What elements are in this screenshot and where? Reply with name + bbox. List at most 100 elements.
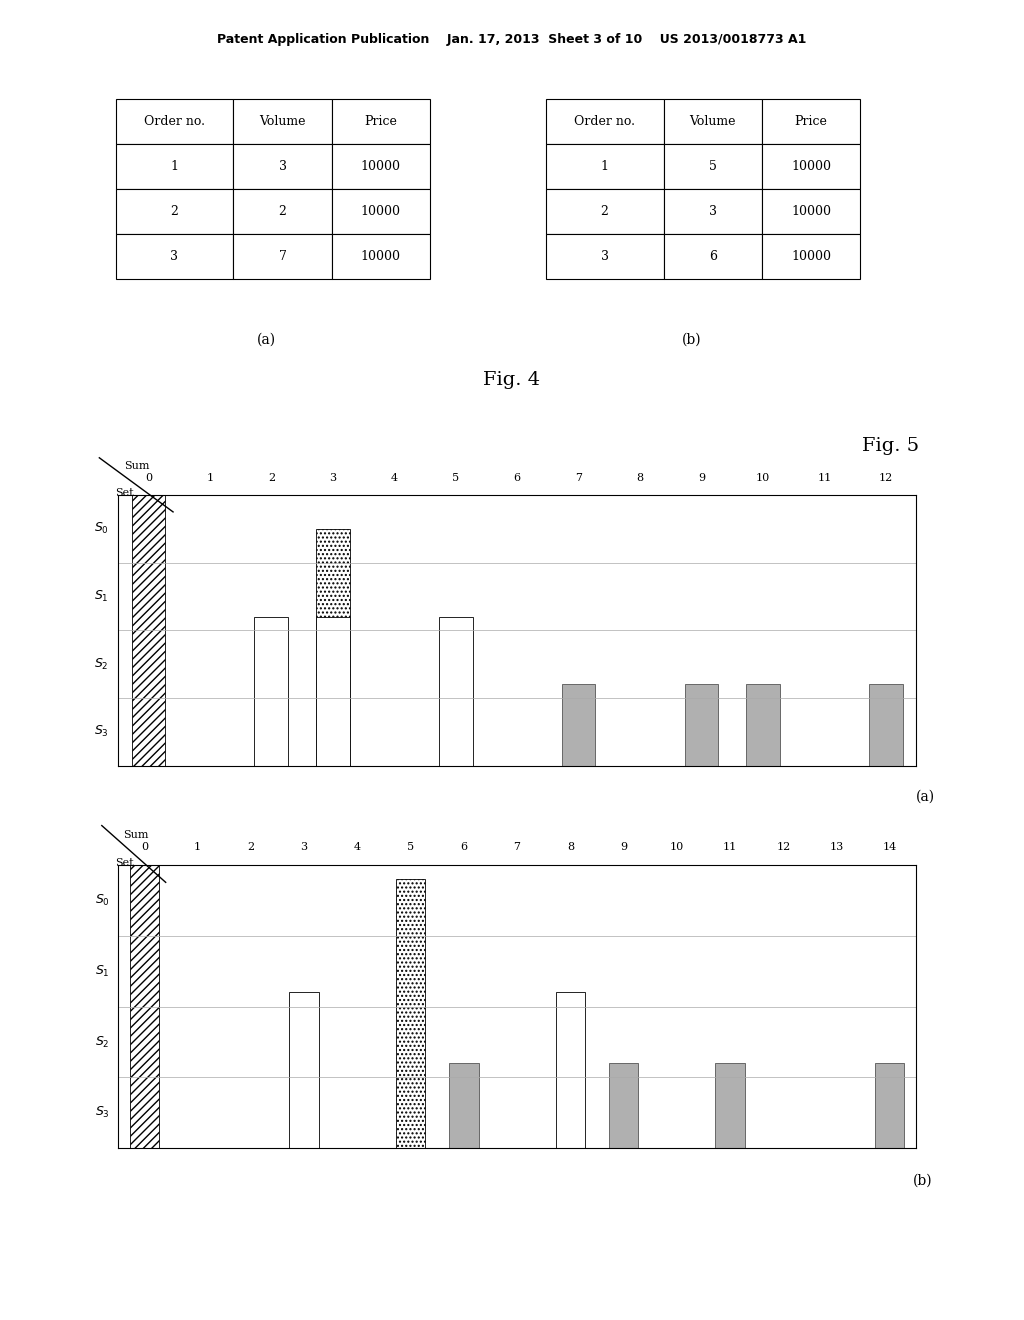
Text: 9: 9 <box>621 842 627 851</box>
Bar <box>396 879 425 1148</box>
Text: 5: 5 <box>408 842 414 851</box>
Text: 5: 5 <box>709 160 717 173</box>
Text: (a): (a) <box>257 333 275 346</box>
Text: $S_0$: $S_0$ <box>95 892 110 908</box>
Text: $S_0$: $S_0$ <box>93 521 109 536</box>
Text: 6: 6 <box>709 251 717 263</box>
Bar <box>332 99 430 144</box>
Text: 9: 9 <box>698 473 705 483</box>
Bar <box>716 1064 744 1148</box>
Bar <box>762 99 860 144</box>
Text: Set: Set <box>115 858 134 867</box>
Text: 10000: 10000 <box>791 251 831 263</box>
Bar <box>116 144 233 189</box>
Text: 14: 14 <box>883 842 897 851</box>
Text: 10000: 10000 <box>360 206 401 218</box>
Text: (b): (b) <box>681 333 701 346</box>
Text: 8: 8 <box>567 842 573 851</box>
Text: 3: 3 <box>279 160 287 173</box>
Text: 12: 12 <box>879 473 893 483</box>
Text: (b): (b) <box>912 1173 933 1187</box>
Text: 10000: 10000 <box>791 206 831 218</box>
Text: 10000: 10000 <box>360 251 401 263</box>
Text: 0: 0 <box>141 842 147 851</box>
Text: 1: 1 <box>195 842 201 851</box>
Text: Order no.: Order no. <box>574 115 635 128</box>
Bar <box>664 144 762 189</box>
Text: Fig. 5: Fig. 5 <box>862 437 920 455</box>
Bar <box>116 189 233 234</box>
Bar <box>664 99 762 144</box>
Text: 7: 7 <box>575 473 582 483</box>
Bar <box>315 616 350 766</box>
Text: $S_1$: $S_1$ <box>95 964 110 978</box>
Text: Sum: Sum <box>123 830 148 840</box>
Text: 6: 6 <box>461 842 467 851</box>
Text: 1: 1 <box>170 160 178 173</box>
Bar <box>332 144 430 189</box>
Text: Volume: Volume <box>259 115 306 128</box>
Bar <box>116 234 233 280</box>
Text: 5: 5 <box>453 473 459 483</box>
Bar <box>315 529 350 766</box>
Text: $S_2$: $S_2$ <box>94 656 109 672</box>
Text: 3: 3 <box>330 473 336 483</box>
Bar <box>233 99 332 144</box>
Text: 3: 3 <box>170 251 178 263</box>
Bar <box>546 189 664 234</box>
Text: 10000: 10000 <box>360 160 401 173</box>
Bar <box>868 685 903 766</box>
Bar <box>546 99 664 144</box>
Text: 4: 4 <box>354 842 360 851</box>
Text: (a): (a) <box>915 789 935 804</box>
Bar <box>546 144 664 189</box>
Text: 2: 2 <box>171 206 178 218</box>
Bar <box>745 685 780 766</box>
Text: 13: 13 <box>829 842 844 851</box>
Text: 10: 10 <box>670 842 684 851</box>
Text: 3: 3 <box>600 251 608 263</box>
Text: 3: 3 <box>709 206 717 218</box>
Bar <box>609 1064 638 1148</box>
Bar <box>438 616 472 766</box>
Bar <box>664 234 762 280</box>
Text: Order no.: Order no. <box>144 115 205 128</box>
Text: 2: 2 <box>268 473 274 483</box>
Text: $S_3$: $S_3$ <box>94 725 109 739</box>
Text: 2: 2 <box>248 842 254 851</box>
Text: $S_1$: $S_1$ <box>94 589 109 605</box>
Bar <box>762 189 860 234</box>
Bar <box>116 99 233 144</box>
Text: 1: 1 <box>207 473 213 483</box>
Bar <box>255 616 289 766</box>
Bar <box>546 234 664 280</box>
Text: 7: 7 <box>279 251 287 263</box>
Text: 10000: 10000 <box>791 160 831 173</box>
Text: 10: 10 <box>756 473 770 483</box>
Bar <box>290 993 318 1148</box>
Bar <box>876 1064 904 1148</box>
Bar <box>561 685 596 766</box>
Text: Price: Price <box>795 115 827 128</box>
Text: 11: 11 <box>723 842 737 851</box>
Bar <box>664 189 762 234</box>
Text: 3: 3 <box>301 842 307 851</box>
Bar <box>130 865 159 1148</box>
Text: 12: 12 <box>776 842 791 851</box>
Text: 11: 11 <box>817 473 831 483</box>
Text: $S_3$: $S_3$ <box>95 1105 110 1121</box>
Bar <box>233 234 332 280</box>
Text: 2: 2 <box>601 206 608 218</box>
Text: 6: 6 <box>514 473 520 483</box>
Bar <box>762 234 860 280</box>
Text: Volume: Volume <box>689 115 736 128</box>
Bar <box>332 234 430 280</box>
Text: 1: 1 <box>600 160 608 173</box>
Text: 7: 7 <box>514 842 520 851</box>
Text: Set: Set <box>115 488 133 498</box>
Bar <box>684 685 719 766</box>
Bar <box>233 189 332 234</box>
Text: Fig. 4: Fig. 4 <box>483 371 541 389</box>
Text: Price: Price <box>365 115 397 128</box>
Text: Sum: Sum <box>124 461 150 471</box>
